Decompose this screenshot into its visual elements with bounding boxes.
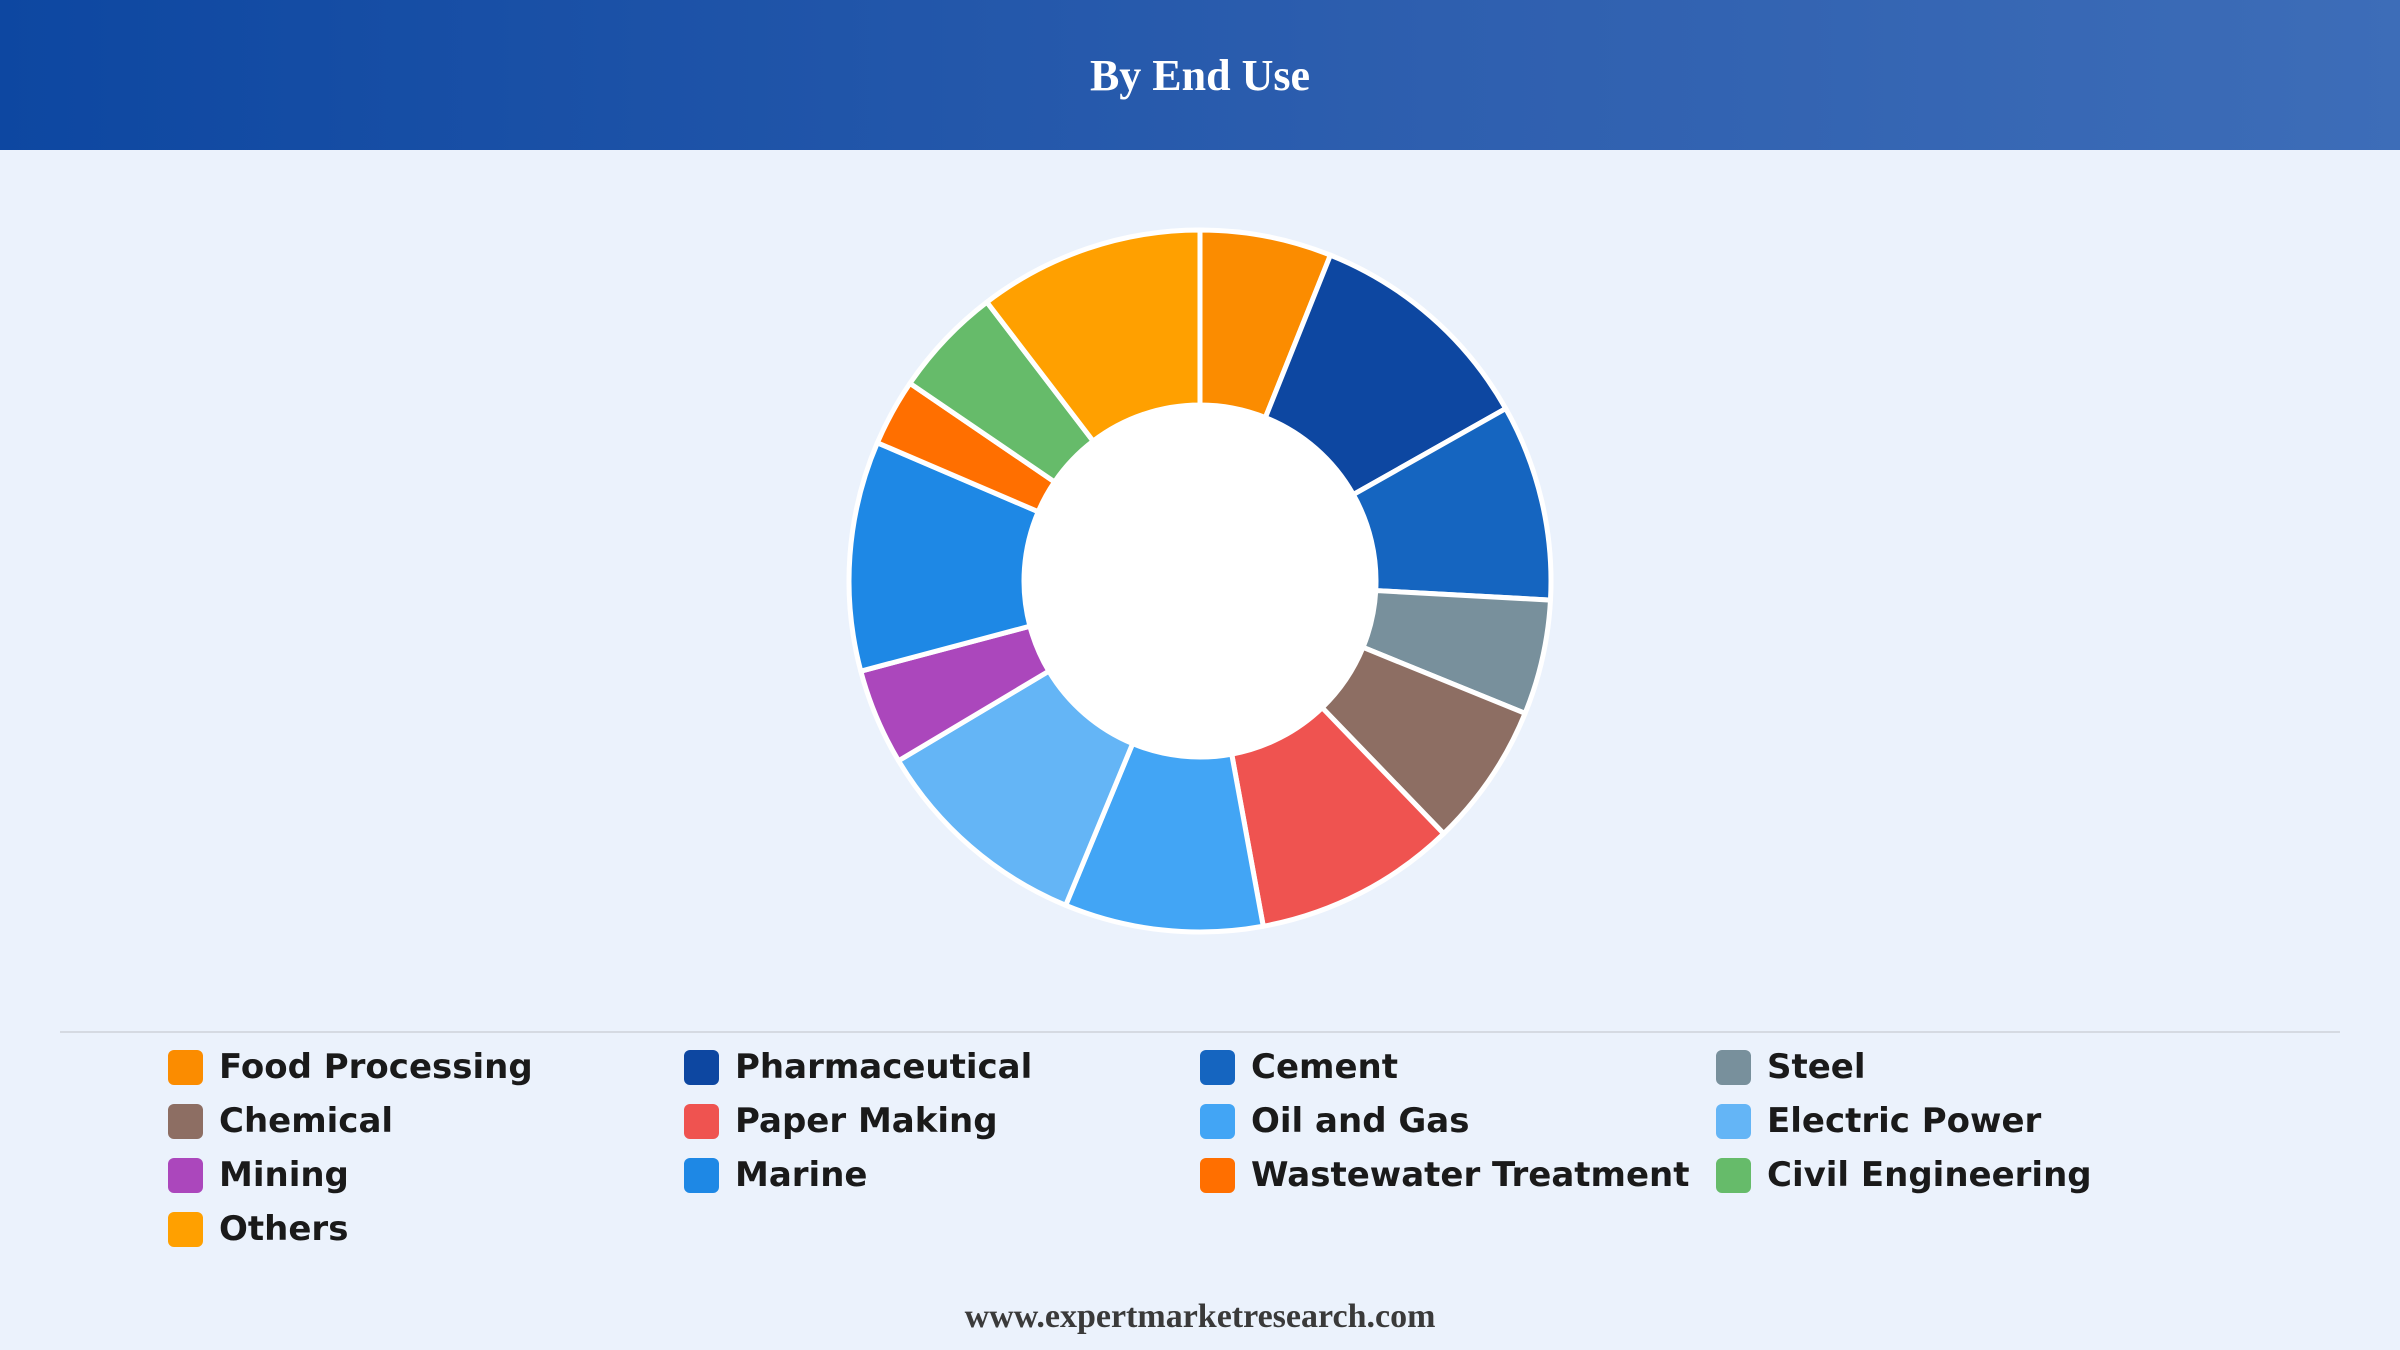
legend-item-marine[interactable]: Marine xyxy=(684,1148,1200,1202)
legend-item-steel[interactable]: Steel xyxy=(1716,1040,2232,1094)
legend-swatch xyxy=(684,1157,719,1193)
legend-swatch xyxy=(1716,1049,1751,1085)
legend-divider xyxy=(60,1031,2340,1033)
legend-label: Wastewater Treatment xyxy=(1251,1155,1690,1195)
legend-swatch xyxy=(168,1157,203,1193)
legend-swatch xyxy=(684,1103,719,1139)
legend-label: Civil Engineering xyxy=(1767,1155,2092,1195)
legend-label: Chemical xyxy=(219,1101,394,1141)
legend-item-mining[interactable]: Mining xyxy=(168,1148,684,1202)
source-footer: www.expertmarketresearch.com xyxy=(964,1298,1436,1335)
chart-title: By End Use xyxy=(1089,50,1311,100)
legend-swatch xyxy=(1716,1103,1751,1139)
legend-item-food-processing[interactable]: Food Processing xyxy=(168,1040,684,1094)
legend-label: Pharmaceutical xyxy=(735,1047,1033,1087)
legend-item-oil-and-gas[interactable]: Oil and Gas xyxy=(1200,1094,1716,1148)
slice-pharmaceutical[interactable] xyxy=(1262,252,1509,498)
legend-swatch xyxy=(168,1049,203,1085)
chart-legend: Food Processing Pharmaceutical Cement Steel… xyxy=(168,1040,2268,1256)
legend-label: Others xyxy=(219,1209,349,1249)
legend-swatch xyxy=(1200,1049,1235,1085)
legend-swatch xyxy=(684,1049,719,1085)
donut-chart xyxy=(846,227,1554,935)
legend-swatch xyxy=(168,1211,203,1247)
legend-label: Marine xyxy=(735,1155,868,1195)
chart-area xyxy=(0,150,2400,1030)
legend-label: Mining xyxy=(219,1155,349,1195)
legend-item-chemical[interactable]: Chemical xyxy=(168,1094,684,1148)
legend-label: Paper Making xyxy=(735,1101,998,1141)
legend-item-paper-making[interactable]: Paper Making xyxy=(684,1094,1200,1148)
legend-swatch xyxy=(1200,1157,1235,1193)
legend-item-wastewater-treatment[interactable]: Wastewater Treatment xyxy=(1200,1148,1716,1202)
legend-label: Oil and Gas xyxy=(1251,1101,1470,1141)
legend-item-civil-engineering[interactable]: Civil Engineering xyxy=(1716,1148,2232,1202)
legend-swatch xyxy=(168,1103,203,1139)
donut-hole xyxy=(1026,407,1374,755)
legend-item-others[interactable]: Others xyxy=(168,1202,684,1256)
legend-label: Food Processing xyxy=(219,1047,533,1087)
legend-item-pharmaceutical[interactable]: Pharmaceutical xyxy=(684,1040,1200,1094)
legend-label: Steel xyxy=(1767,1047,1866,1087)
legend-item-cement[interactable]: Cement xyxy=(1200,1040,1716,1094)
legend-item-electric-power[interactable]: Electric Power xyxy=(1716,1094,2232,1148)
header-bar: By End Use xyxy=(0,0,2400,150)
legend-swatch xyxy=(1716,1157,1751,1193)
slice-others[interactable] xyxy=(984,227,1203,444)
legend-label: Electric Power xyxy=(1767,1101,2042,1141)
legend-label: Cement xyxy=(1251,1047,1398,1087)
legend-swatch xyxy=(1200,1103,1235,1139)
